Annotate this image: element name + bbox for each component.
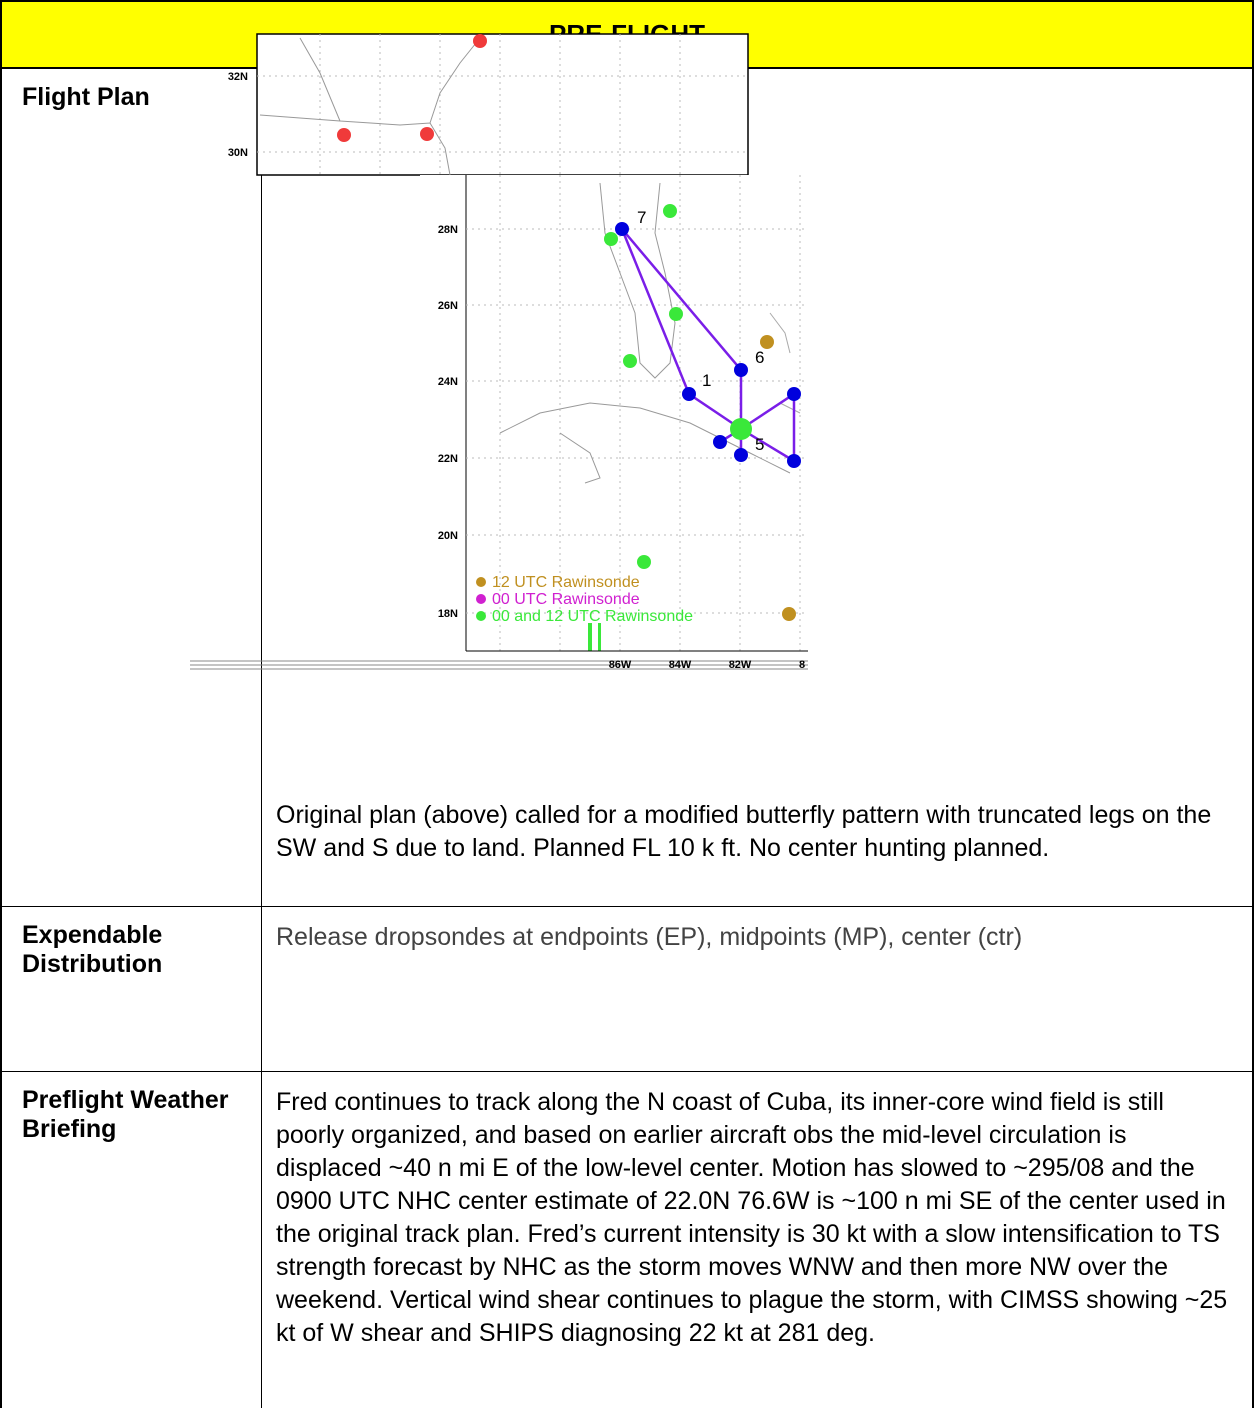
lat-label: 28N [438,224,458,236]
waypoint-label: 6 [755,348,764,367]
row-text: Release dropsondes at endpoints (EP), mi… [261,906,1254,1072]
lat-label: 20N [438,530,458,542]
lat-label: 30N [228,147,248,159]
row-label: Expendable Distribution [0,906,262,1072]
row-text: Original plan (above) called for a modif… [276,801,1212,862]
waypoint-label: 1 [702,371,711,390]
lon-label: 82W [729,659,752,671]
waypoint-label: 7 [637,208,646,227]
lon-label: 86W [609,659,632,671]
lat-label: 22N [438,453,458,465]
legend-label: 12 UTC Rawinsonde [492,574,640,591]
legend-label: 00 and 12 UTC Rawinsonde [492,608,693,625]
lat-label: 18N [438,608,458,620]
row-text: Fred continues to track along the N coas… [261,1071,1254,1408]
legend-label: 00 UTC Rawinsonde [492,591,640,608]
lon-label: 8 [799,659,805,671]
waypoint-label: 5 [755,435,764,454]
flight-plan-map: 32N 30N 28N 26N 24N 22N 20N 18N 86W 84W 82W 8 7 6 1 5 12… [190,33,808,671]
row-value: 32N 30N 28N 26N 24N 22N 20N 18N 86W 84W 82W 8 7 6 1 5 12… [190,33,1254,907]
lat-label: 26N [438,300,458,312]
row-label: Preflight Weather Briefing [0,1071,262,1408]
lat-label: 32N [228,71,248,83]
lon-label: 84W [669,659,692,671]
lat-label: 24N [438,376,458,388]
